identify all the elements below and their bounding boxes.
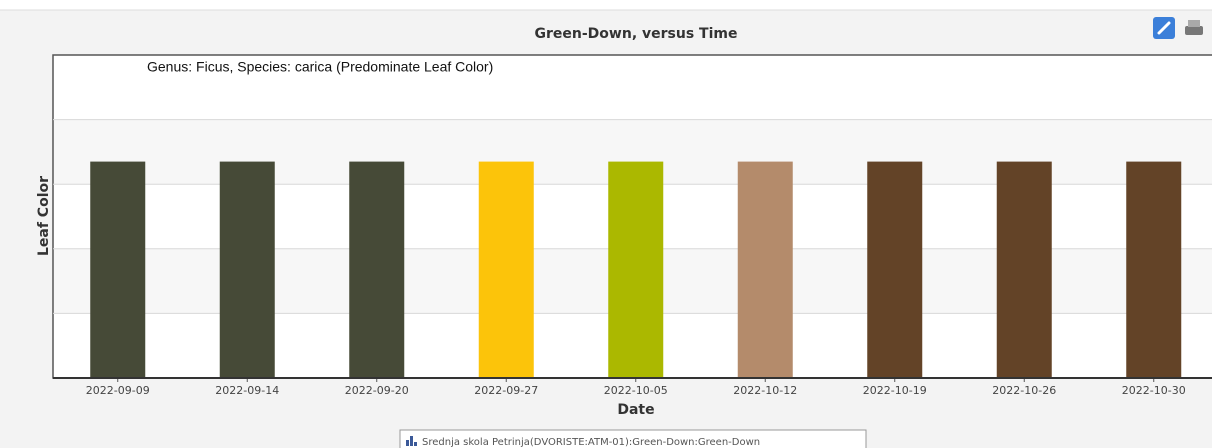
- x-tick-label: 2022-10-26: [992, 384, 1056, 397]
- x-tick-label: 2022-09-27: [474, 384, 538, 397]
- bar: [867, 161, 923, 378]
- x-tick-label: 2022-09-14: [215, 384, 279, 397]
- link-icon[interactable]: [1153, 17, 1175, 39]
- top-strip: [0, 0, 1212, 10]
- x-tick-label: 2022-10-19: [863, 384, 927, 397]
- legend-icon: [406, 436, 417, 446]
- annotation: Genus: Ficus, Species: carica (Predomina…: [147, 59, 493, 75]
- bar: [349, 161, 405, 378]
- x-tick-label: 2022-09-20: [345, 384, 409, 397]
- x-axis-label: Date: [617, 402, 654, 418]
- bar: [1126, 161, 1182, 378]
- x-tick-label: 2022-10-12: [733, 384, 797, 397]
- legend-label[interactable]: Srednja skola Petrinja(DVORISTE:ATM-01):…: [422, 437, 760, 448]
- x-tick-label: 2022-10-05: [604, 384, 668, 397]
- bar: [90, 161, 146, 378]
- x-tick-label: 2022-10-30: [1122, 384, 1186, 397]
- y-axis-label: Leaf Color: [36, 176, 52, 256]
- print-icon[interactable]: [1185, 20, 1203, 35]
- chart-title: Green-Down, versus Time: [535, 26, 738, 42]
- bar: [737, 161, 793, 378]
- bar: [219, 161, 275, 378]
- legend-box: [399, 429, 867, 448]
- bar: [996, 161, 1052, 378]
- x-tick-label: 2022-09-09: [86, 384, 150, 397]
- bar: [478, 161, 534, 378]
- bar: [608, 161, 664, 378]
